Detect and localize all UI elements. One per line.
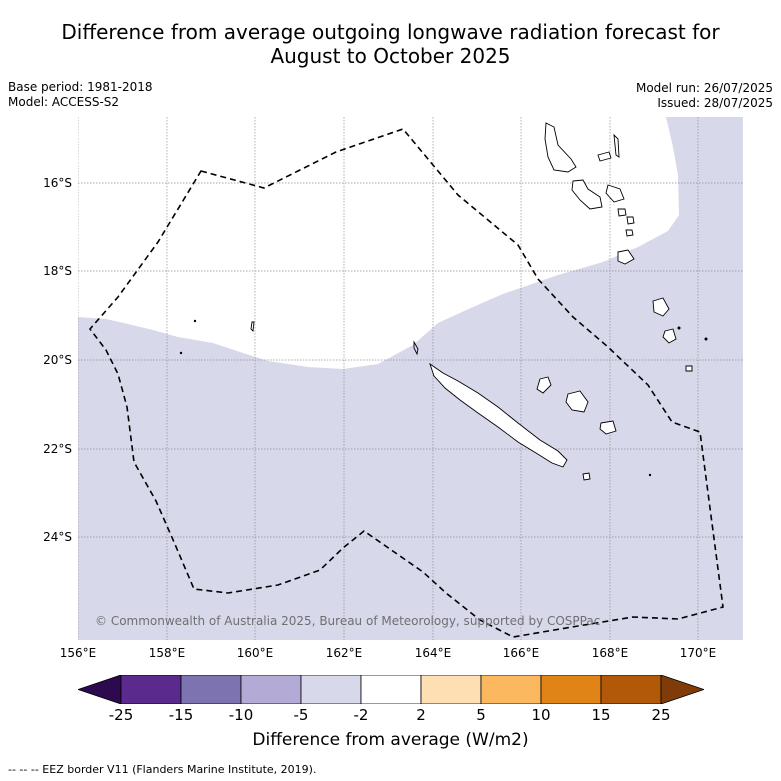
colorbar-tick-label: 5	[476, 706, 486, 724]
colorbar-segment	[480, 674, 542, 705]
title-line-2: August to October 2025	[270, 44, 511, 68]
colorbar-svg	[76, 674, 706, 705]
small-islet	[179, 351, 183, 355]
colorbar-arrow-high	[660, 674, 706, 705]
espiritu-santo-island	[544, 122, 577, 173]
colorbar-label: Difference from average (W/m2)	[252, 730, 529, 750]
title-line-1: Difference from average outgoing longwav…	[61, 20, 720, 44]
small-islet	[677, 326, 681, 330]
small-islet	[704, 337, 708, 341]
ambae-island	[597, 151, 612, 162]
y-tick-label: 20°S	[43, 353, 72, 367]
map-area	[78, 117, 743, 640]
colorbar-segment	[240, 674, 302, 705]
eez-footnote: -- -- -- EEZ border V11 (Flanders Marine…	[8, 763, 317, 776]
aneityum-island	[662, 328, 677, 344]
colorbar-segment	[540, 674, 602, 705]
base-period: Base period: 1981-2018	[8, 80, 153, 94]
grid-lines	[78, 117, 743, 640]
ouvea-island	[536, 376, 552, 394]
ambrym-island	[617, 208, 627, 217]
small-islet	[648, 473, 652, 477]
colorbar-segment	[300, 674, 362, 705]
y-tick-label: 22°S	[43, 442, 72, 456]
new-caledonia-island	[429, 362, 568, 468]
colorbar-segment	[360, 674, 422, 705]
tanna-island	[652, 297, 670, 317]
walpole-island	[685, 365, 693, 372]
x-tick-label: 168°E	[591, 646, 629, 660]
maewo-island	[613, 133, 620, 158]
colorbar-tick-label: 2	[416, 706, 426, 724]
colorbar-tick-label: -25	[108, 706, 134, 724]
eez-border	[88, 128, 724, 638]
colorbar-arrow-low	[76, 674, 122, 705]
y-tick-label: 18°S	[43, 264, 72, 278]
colorbar-segment	[120, 674, 182, 705]
colorbar-tick-label: -15	[168, 706, 194, 724]
colorbar-tick-label: -5	[293, 706, 309, 724]
y-tick-label: 16°S	[43, 176, 72, 190]
colorbar-tick-label: 25	[651, 706, 671, 724]
map-title: Difference from average outgoing longwav…	[0, 20, 781, 68]
belep-islet	[413, 340, 419, 356]
efate-island	[625, 229, 634, 237]
mare-island	[599, 420, 617, 435]
issued-date: Issued: 28/07/2025	[657, 96, 773, 110]
colorbar-segment	[600, 674, 662, 705]
colorbar-segment	[180, 674, 242, 705]
model-name: Model: ACCESS-S2	[8, 95, 120, 109]
x-tick-label: 162°E	[325, 646, 363, 660]
isle-of-pines	[582, 472, 591, 481]
colorbar-segment	[420, 674, 482, 705]
anomaly-region	[78, 117, 743, 640]
colorbar	[76, 674, 706, 705]
x-tick-label: 164°E	[414, 646, 452, 660]
epi-island	[626, 216, 635, 225]
x-tick-label: 160°E	[236, 646, 274, 660]
malekula-island	[571, 179, 603, 210]
map-svg	[78, 117, 743, 640]
erromango-island	[617, 249, 635, 265]
y-tick-label: 24°S	[43, 530, 72, 544]
x-tick-label: 166°E	[502, 646, 540, 660]
pentecost-island	[605, 184, 625, 203]
small-islet	[193, 319, 197, 323]
chesterfield-islet	[250, 321, 255, 332]
colorbar-tick-label: -10	[228, 706, 254, 724]
colorbar-tick-label: 10	[531, 706, 551, 724]
colorbar-tick-label: -2	[353, 706, 369, 724]
lifou-island	[565, 390, 589, 413]
x-tick-label: 158°E	[148, 646, 186, 660]
meta-right: Model run: 26/07/2025 Issued: 28/07/2025	[636, 81, 773, 111]
copyright-notice: © Commonwealth of Australia 2025, Bureau…	[95, 614, 601, 628]
colorbar-tick-label: 15	[591, 706, 611, 724]
model-run: Model run: 26/07/2025	[635, 81, 773, 95]
x-tick-label: 156°E	[59, 646, 97, 660]
meta-left: Base period: 1981-2018 Model: ACCESS-S2	[8, 80, 153, 110]
x-tick-label: 170°E	[679, 646, 717, 660]
